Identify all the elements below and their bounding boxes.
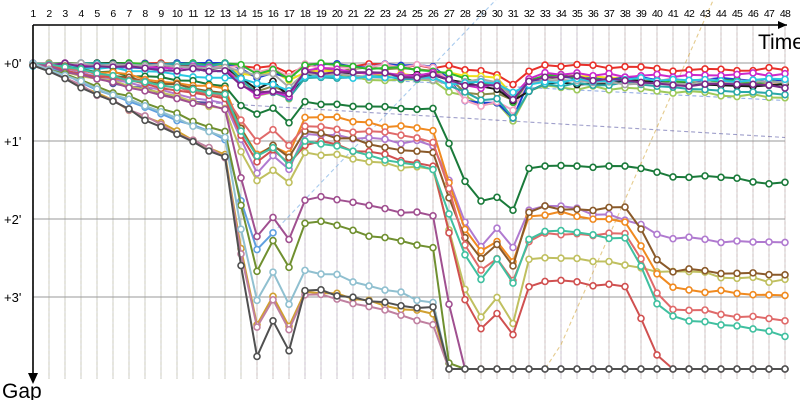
- svg-text:13: 13: [220, 8, 231, 20]
- svg-text:38: 38: [620, 8, 631, 20]
- svg-text:41: 41: [668, 8, 679, 20]
- svg-text:27: 27: [444, 8, 455, 20]
- svg-text:+3': +3': [4, 290, 21, 305]
- svg-text:29: 29: [476, 8, 487, 20]
- svg-text:15: 15: [252, 8, 263, 20]
- svg-text:31: 31: [508, 8, 519, 20]
- svg-text:30: 30: [492, 8, 503, 20]
- svg-text:1: 1: [30, 8, 36, 20]
- svg-text:28: 28: [460, 8, 471, 20]
- svg-text:Time: Time: [758, 31, 800, 54]
- svg-text:17: 17: [284, 8, 295, 20]
- svg-text:34: 34: [556, 8, 567, 20]
- svg-text:11: 11: [188, 8, 198, 20]
- svg-text:16: 16: [268, 8, 279, 20]
- svg-text:32: 32: [524, 8, 535, 20]
- svg-text:19: 19: [316, 8, 327, 20]
- svg-text:25: 25: [412, 8, 423, 20]
- svg-text:39: 39: [636, 8, 647, 20]
- svg-text:36: 36: [588, 8, 599, 20]
- svg-text:21: 21: [348, 8, 359, 20]
- svg-text:47: 47: [764, 8, 775, 20]
- svg-text:40: 40: [652, 8, 663, 20]
- svg-text:3: 3: [62, 8, 68, 20]
- svg-text:14: 14: [236, 8, 247, 20]
- svg-text:45: 45: [732, 8, 743, 20]
- svg-text:6: 6: [110, 8, 116, 20]
- svg-text:8: 8: [142, 8, 148, 20]
- svg-text:7: 7: [126, 8, 132, 20]
- svg-text:Gap: Gap: [2, 380, 42, 400]
- svg-text:35: 35: [572, 8, 583, 20]
- svg-text:4: 4: [78, 8, 84, 20]
- svg-text:+2': +2': [4, 212, 21, 227]
- svg-text:26: 26: [428, 8, 439, 20]
- svg-text:24: 24: [396, 8, 407, 20]
- svg-text:46: 46: [748, 8, 759, 20]
- svg-text:43: 43: [700, 8, 711, 20]
- svg-text:44: 44: [716, 8, 727, 20]
- svg-text:10: 10: [172, 8, 183, 20]
- svg-text:2: 2: [46, 8, 52, 20]
- svg-text:48: 48: [780, 8, 791, 20]
- svg-text:5: 5: [94, 8, 100, 20]
- svg-text:12: 12: [204, 8, 215, 20]
- svg-text:18: 18: [300, 8, 311, 20]
- svg-text:37: 37: [604, 8, 615, 20]
- svg-text:33: 33: [540, 8, 551, 20]
- svg-text:+0': +0': [4, 56, 21, 71]
- svg-text:22: 22: [364, 8, 375, 20]
- svg-text:9: 9: [158, 8, 164, 20]
- svg-text:23: 23: [380, 8, 391, 20]
- svg-text:42: 42: [684, 8, 695, 20]
- svg-text:20: 20: [332, 8, 343, 20]
- svg-text:+1': +1': [4, 134, 21, 149]
